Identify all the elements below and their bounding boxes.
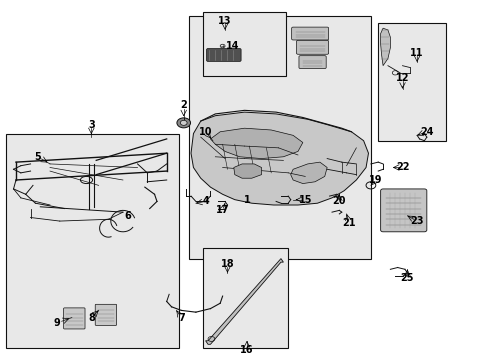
Text: 12: 12 [395, 73, 408, 83]
Text: 16: 16 [240, 345, 253, 355]
FancyBboxPatch shape [95, 304, 116, 325]
Text: 17: 17 [215, 205, 229, 215]
Circle shape [177, 118, 190, 128]
Text: 13: 13 [218, 16, 231, 26]
Text: 20: 20 [332, 197, 346, 206]
Bar [377, 23, 446, 141]
PathPatch shape [210, 128, 302, 158]
FancyBboxPatch shape [380, 189, 426, 232]
Text: 2: 2 [180, 100, 187, 110]
Text: 7: 7 [178, 312, 184, 323]
Text: 3: 3 [88, 120, 95, 130]
Text: 10: 10 [199, 127, 212, 137]
Text: 9: 9 [54, 318, 61, 328]
FancyBboxPatch shape [63, 308, 85, 329]
Text: 23: 23 [409, 216, 423, 226]
Bar [6, 134, 179, 348]
Text: 19: 19 [368, 175, 382, 185]
Text: 24: 24 [419, 127, 433, 137]
Text: 5: 5 [35, 152, 41, 162]
Text: 11: 11 [409, 48, 423, 58]
Text: 4: 4 [202, 197, 208, 206]
Text: 14: 14 [225, 41, 239, 51]
FancyBboxPatch shape [296, 40, 328, 54]
PathPatch shape [191, 112, 368, 205]
Text: 18: 18 [220, 259, 234, 269]
PathPatch shape [233, 164, 261, 178]
Text: 8: 8 [88, 312, 95, 323]
Text: 15: 15 [298, 195, 311, 204]
Text: 1: 1 [243, 195, 250, 204]
Text: 25: 25 [400, 273, 413, 283]
Text: 22: 22 [395, 162, 408, 172]
Circle shape [180, 120, 187, 125]
PathPatch shape [380, 28, 389, 66]
FancyBboxPatch shape [206, 49, 241, 62]
FancyBboxPatch shape [291, 27, 328, 40]
PathPatch shape [205, 258, 283, 344]
FancyBboxPatch shape [298, 56, 325, 68]
PathPatch shape [290, 162, 326, 184]
Bar [188, 16, 370, 258]
Text: 21: 21 [342, 218, 355, 228]
Bar [203, 12, 285, 76]
Bar [203, 248, 287, 348]
Text: 6: 6 [124, 211, 131, 221]
